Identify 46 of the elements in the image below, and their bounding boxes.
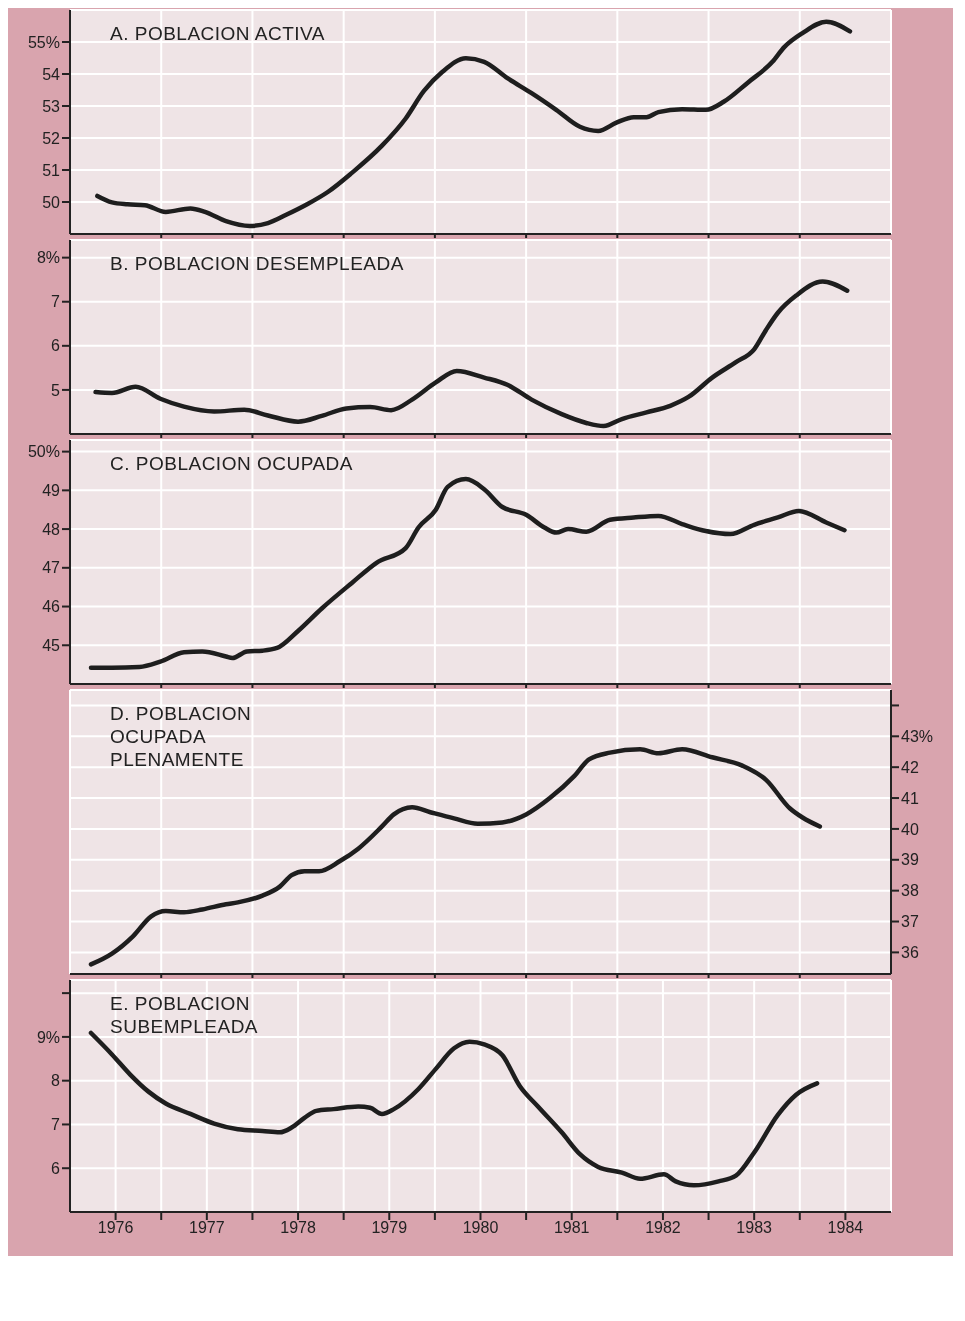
y-tick-label: 51: [42, 161, 61, 179]
y-tick-label: 54: [42, 65, 61, 83]
x-tick-label: 1983: [736, 1219, 773, 1237]
y2-tick-label: 42: [901, 758, 919, 776]
text: C. POBLACION OCUPADA: [110, 452, 353, 475]
x-tick-label: 1976: [97, 1219, 134, 1237]
y2-tick-label: 38: [901, 882, 919, 900]
line-series: [88, 747, 823, 967]
y2-tick-label: 39: [901, 851, 919, 869]
y-tick-label: 7: [51, 1116, 61, 1134]
text: D. POBLACION OCUPADA PLENAMENTE: [110, 702, 252, 771]
y-tick-label: 55%: [27, 33, 60, 51]
y-tick-label: 53: [42, 97, 61, 115]
y-tick-label: 8%: [36, 249, 60, 267]
x-tick-label: 1982: [645, 1219, 681, 1237]
y-tick-label: 8: [51, 1072, 61, 1090]
y-tick-label: 52: [42, 129, 61, 147]
line-series: [95, 19, 853, 229]
y-tick-label: 49: [42, 482, 61, 500]
x-tick-label: 1980: [462, 1219, 499, 1237]
y-tick-label: 50: [42, 193, 61, 211]
y2-tick-label: 41: [901, 789, 919, 807]
text: E. POBLACION SUBEMPLEADA: [110, 992, 259, 1038]
y-tick-label: 5: [51, 381, 61, 399]
y-tick-label: 47: [42, 559, 61, 577]
text: A. POBLACION ACTIVA: [110, 22, 326, 45]
x-tick-label: 1984: [827, 1219, 864, 1237]
y-tick-label: 46: [42, 598, 61, 616]
line-series: [88, 476, 847, 670]
y-tick-label: 6: [51, 1159, 61, 1177]
y-tick-label: 6: [51, 337, 61, 355]
y-tick-label: 48: [42, 520, 61, 538]
y-tick-label: 7: [51, 293, 61, 311]
x-tick-label: 1977: [189, 1219, 225, 1237]
line-series: [93, 279, 850, 429]
y2-tick-label: 37: [901, 913, 919, 931]
x-tick-label: 1981: [553, 1219, 590, 1237]
y-tick-label: 9%: [36, 1028, 60, 1046]
y-tick-label: 50%: [27, 443, 60, 461]
x-tick-label: 1978: [280, 1219, 316, 1237]
y2-tick-label: 43%: [901, 727, 934, 745]
x-tick-label: 1979: [371, 1219, 408, 1237]
text: B. POBLACION DESEMPLEADA: [110, 252, 404, 275]
y2-tick-label: 36: [901, 944, 919, 962]
y2-tick-label: 40: [901, 820, 919, 838]
y-tick-label: 45: [42, 636, 61, 654]
